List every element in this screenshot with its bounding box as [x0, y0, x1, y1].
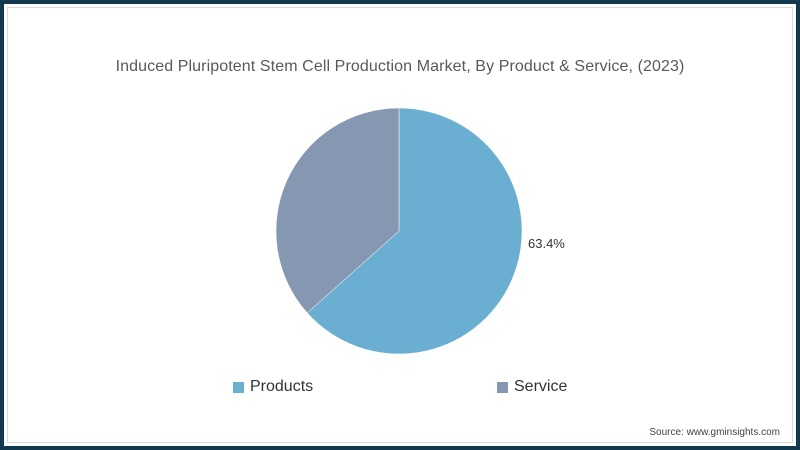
chart-title: Induced Pluripotent Stem Cell Production…: [115, 58, 685, 75]
pie-slice-service: [275, 107, 400, 314]
legend-swatch-service: [497, 381, 508, 393]
pie-slice-products: [306, 107, 523, 355]
legend-label-products: Products: [250, 378, 314, 395]
legend-item-products: Products: [233, 378, 313, 396]
chart-inner-border: [7, 7, 793, 443]
legend-item-service: Service: [497, 378, 567, 396]
source-credit: Source: www.gminsights.com: [649, 427, 780, 438]
data-label-products: 63.4%: [528, 236, 565, 251]
legend-label-service: Service: [514, 378, 568, 395]
legend-swatch-products: [233, 381, 244, 393]
